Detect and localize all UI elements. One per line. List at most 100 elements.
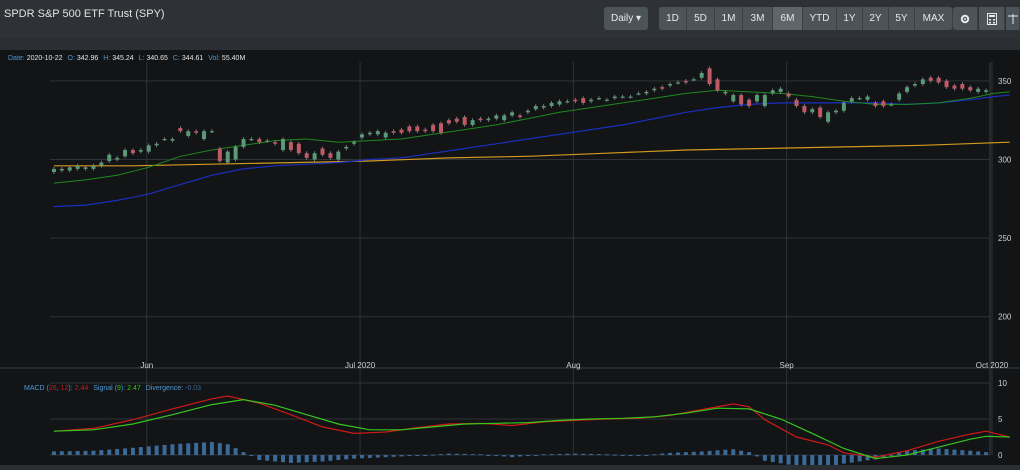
range-button-2y[interactable]: 2Y [863,7,889,30]
candle [107,154,112,162]
candle [976,88,981,92]
macd-histogram-bar [202,442,207,455]
macd-y-tick-label: 5 [998,415,1003,424]
macd-histogram-bar [747,452,752,455]
candle [431,124,436,132]
candle [778,88,783,92]
candle [170,139,175,141]
ma-long-line [53,141,1010,167]
macd-histogram-bar [470,454,475,456]
candle [194,131,199,133]
candle [352,142,357,144]
price-chart[interactable]: 200 250 300 350 Jun Jul 2020 Aug Sep Oct 2020 0 5 1… [0,50,1020,467]
candle [209,131,214,133]
candle [936,77,941,83]
candle [873,102,878,107]
caret-down-icon: ▾ [633,13,642,24]
candle [841,102,846,111]
candle [328,153,333,158]
macd-histogram-bar [146,446,151,455]
candle [162,139,167,141]
candle [312,153,317,160]
macd-histogram-bar [952,449,957,455]
candle [944,80,949,88]
candle [739,95,744,105]
macd-histogram-bar [344,455,349,460]
range-button-1d[interactable]: 1D [659,7,687,30]
macd-histogram-bar [533,455,538,456]
macd-histogram-bar [652,454,657,456]
range-button-6m[interactable]: 6M [773,7,803,30]
interval-label: Daily [610,13,634,24]
interval-dropdown[interactable]: Daily ▾ [604,7,648,30]
macd-histogram-bar [170,444,175,455]
range-button-1y[interactable]: 1Y [837,7,863,30]
macd-histogram-bar [265,455,270,461]
candle [636,93,641,95]
macd-histogram-bar [565,453,570,455]
candle [217,148,222,162]
candle [581,98,586,103]
macd-histogram-bar [178,443,183,455]
range-button-3m[interactable]: 3M [743,7,773,30]
candle [723,91,728,94]
macd-histogram-bar [494,455,499,456]
macd-histogram-bar [754,455,759,457]
candle [320,148,325,155]
range-button-5d[interactable]: 5D [687,7,715,30]
macd-histogram-bar [762,455,767,461]
candle [486,118,491,121]
macd-histogram-bar [699,451,704,455]
candle [130,150,135,154]
candle [383,132,388,138]
macd-histogram-bar [518,455,522,457]
macd-histogram-bar [984,452,989,455]
macd-histogram-bar [281,455,286,463]
macd-histogram-bar [304,455,309,463]
macd-histogram-bar [731,449,736,455]
candle [889,104,894,106]
candle [668,84,673,86]
ma-mid-line [53,94,1010,208]
macd-histogram-bar [675,452,680,455]
candle [296,143,301,154]
candle [691,79,696,81]
candle [573,99,578,102]
chart-area[interactable]: 200 250 300 350 Jun Jul 2020 Aug Sep Oct 2020 0 5 1… [0,50,1020,467]
calculator-icon[interactable] [979,7,1005,30]
macd-histogram-bar [273,455,278,462]
candle [249,139,254,141]
candle [344,146,349,149]
macd-histogram-bar [296,455,301,463]
y-tick-label: 350 [998,77,1012,86]
y-tick-label: 200 [998,313,1012,322]
macd-histogram-bar [936,448,941,455]
range-button-max[interactable]: MAX [915,7,953,30]
candle [415,126,420,132]
candle [557,101,562,105]
macd-histogram-bar [352,455,357,459]
x-tick-label: Aug [566,361,580,370]
candle [67,167,72,171]
scale-icon[interactable] [1006,7,1020,30]
candle [75,165,80,169]
macd-histogram-bar [439,454,444,456]
macd-histogram-bar [541,454,546,456]
candle [754,95,759,102]
range-button-5y[interactable]: 5Y [889,7,915,30]
candle [202,131,207,140]
settings-gear-icon[interactable] [953,7,978,30]
candle [968,87,973,91]
range-button-1m[interactable]: 1M [715,7,743,30]
macd-histogram-bar [581,453,586,455]
macd-histogram-bar [960,450,965,455]
candle [407,126,412,132]
candle [810,109,815,113]
macd-y-tick-label: 10 [998,379,1007,388]
candle [99,162,104,166]
range-button-ytd[interactable]: YTD [803,7,837,30]
candle [83,167,88,169]
macd-histogram-bar [320,455,325,462]
macd-histogram-bar [225,444,230,455]
candle [565,101,570,103]
